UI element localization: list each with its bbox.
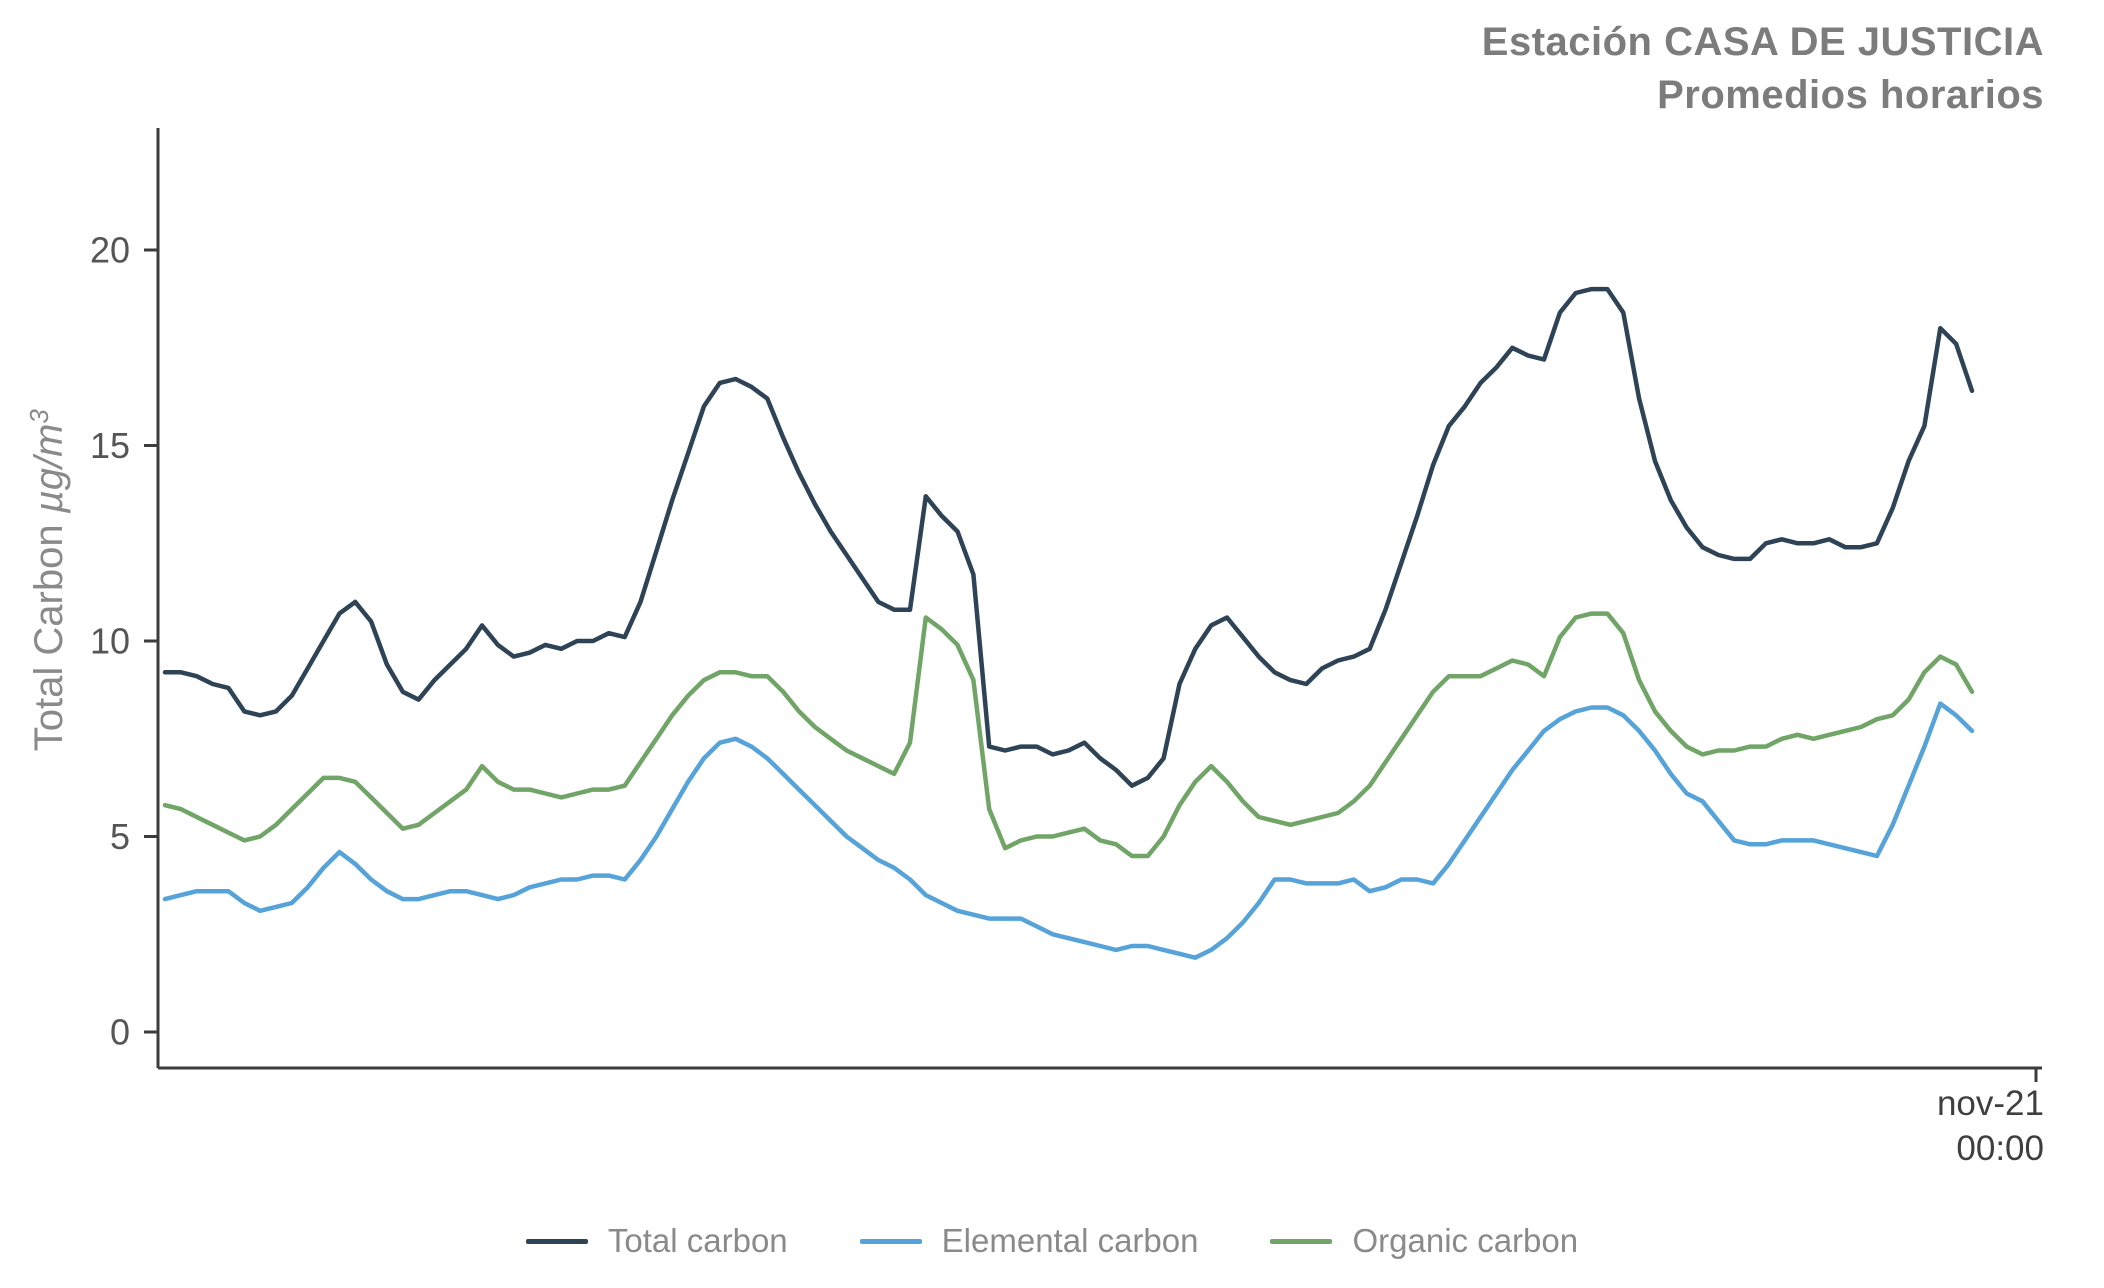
series-line-organic-carbon xyxy=(162,611,1975,859)
legend-item-total-carbon: Total carbon xyxy=(525,1222,788,1260)
legend-item-elemental-carbon: Elemental carbon xyxy=(859,1222,1199,1260)
legend-label-elemental-carbon: Elemental carbon xyxy=(941,1222,1199,1259)
x-tick-label-time: 00:00 xyxy=(1956,1128,2044,1168)
chart-title-line1: Estación CASA DE JUSTICIA xyxy=(1481,20,2044,64)
x-tick-label: nov-21 00:00 xyxy=(1937,1082,2044,1172)
legend-item-organic-carbon: Organic carbon xyxy=(1270,1222,1578,1260)
legend-label-total-carbon: Total carbon xyxy=(607,1222,788,1259)
y-tick-label: 0 xyxy=(110,1012,130,1053)
legend-swatch-organic-carbon xyxy=(1270,1238,1333,1244)
y-tick-label: 5 xyxy=(110,816,130,857)
axis-ticks: 0 5 10 15 20 xyxy=(90,230,2038,1082)
legend: Total carbon Elemental carbon Organic ca… xyxy=(0,1222,2104,1260)
legend-label-organic-carbon: Organic carbon xyxy=(1352,1222,1579,1259)
y-tick-label: 10 xyxy=(90,621,130,662)
y-tick-label: 20 xyxy=(90,230,130,271)
chart-title-line2: Promedios horarios xyxy=(1657,72,2044,117)
legend-swatch-total-carbon xyxy=(525,1238,588,1244)
y-tick-label: 15 xyxy=(90,425,130,466)
x-tick-label-date: nov-21 xyxy=(1936,1084,2044,1123)
series-line-elemental-carbon xyxy=(162,701,1975,960)
chart-title: Estación CASA DE JUSTICIA Promedios hora… xyxy=(1482,16,2044,122)
series-line-total-carbon xyxy=(162,286,1975,788)
plot-lines xyxy=(162,286,1975,960)
legend-swatch-elemental-carbon xyxy=(859,1238,922,1244)
